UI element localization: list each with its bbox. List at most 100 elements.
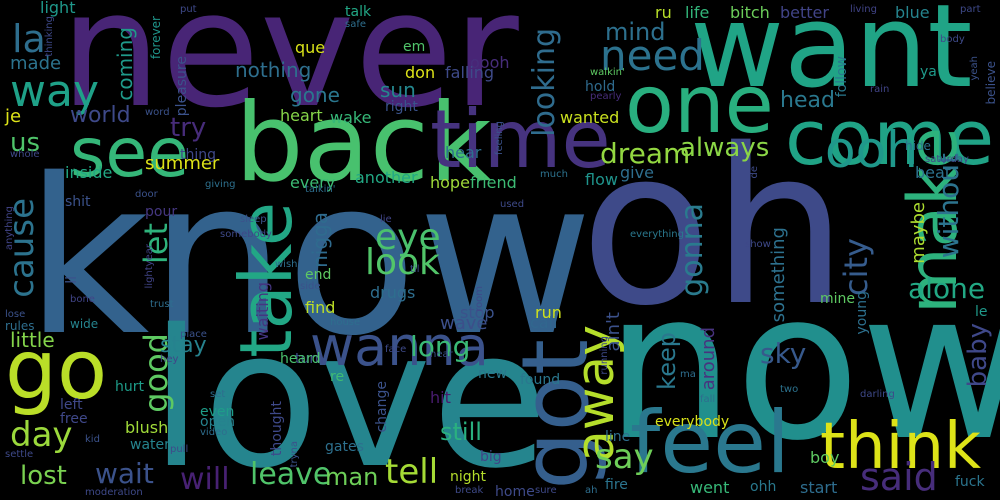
word-every: every [290, 173, 336, 192]
word-run: run [535, 303, 562, 322]
word-room: room [474, 286, 485, 312]
word-alone: alone [908, 272, 986, 305]
word-ah: ah [585, 485, 598, 496]
word-always: always [680, 133, 770, 163]
word-ooh: ooh [825, 121, 918, 179]
word-gates: gates [325, 439, 364, 455]
word-everything: everything [630, 229, 684, 240]
word-somebody: somebody [220, 229, 272, 240]
word-beat: beat [915, 163, 952, 182]
word-que: que [295, 38, 326, 57]
word-trust: trust [150, 299, 174, 310]
word-moderation: moderation [85, 487, 143, 498]
word-heart: heart [280, 106, 323, 125]
word-need: need [600, 31, 705, 80]
word-ll: ll [64, 276, 80, 284]
word-darling: darling [860, 389, 895, 400]
word-set: set [210, 389, 226, 400]
word-line: line [605, 429, 631, 445]
word-day: day [10, 415, 73, 455]
word-now: now [605, 248, 1000, 486]
word-shit: shit [65, 194, 91, 210]
word-call: call [530, 313, 558, 332]
word-follow: follow [834, 56, 850, 98]
word-face: face [385, 344, 407, 355]
word-baby: baby [963, 323, 993, 388]
word-big: big [480, 449, 502, 465]
word-je: je [5, 106, 22, 127]
word-tryna: tryna [289, 441, 300, 468]
word-hit: hit [430, 388, 451, 407]
word-end: end [305, 267, 332, 283]
word-start: start [800, 478, 838, 497]
word-waiting: waiting [253, 282, 272, 341]
word-flow: flow [585, 170, 618, 189]
word-left: left [60, 397, 83, 413]
word-lost: lost [20, 461, 67, 491]
word-summer: summer [145, 153, 220, 174]
word-show: show [745, 239, 771, 250]
word-said: said [860, 455, 938, 499]
word-tell: tell [385, 452, 439, 492]
word-way: way [10, 66, 99, 117]
word-place: place [180, 329, 207, 340]
word-open: open [200, 414, 235, 430]
word-bone: bone [70, 294, 95, 305]
word-water: water [130, 437, 170, 453]
word-le: le [975, 304, 988, 320]
word-wanna: wanna [310, 315, 489, 378]
word-gonna: gonna [675, 203, 710, 297]
word-falling: falling [445, 63, 495, 82]
word-head: head [780, 88, 835, 113]
word-re: re [330, 369, 345, 385]
word-keep: keep [653, 332, 681, 390]
word-us: us [10, 128, 41, 158]
word-blush: blush [125, 418, 169, 437]
word-friend: friend [470, 173, 517, 192]
word-pearly: pearly [590, 91, 622, 102]
word-feeling: feeling [494, 121, 505, 156]
word-never: never [60, 0, 519, 143]
word-whole: whole [10, 149, 40, 160]
word-see: see [70, 114, 190, 193]
word-made: made [10, 53, 62, 74]
word-believe: believe [984, 61, 998, 105]
word-hey: hey [160, 354, 179, 365]
word-hold: hold [585, 79, 616, 95]
word-break: break [455, 485, 484, 496]
word-anything: anything [4, 206, 15, 251]
word-talk: talk [345, 4, 372, 20]
word-everybody: everybody [655, 414, 730, 430]
word-went: went [690, 478, 730, 497]
word-wide: wide [70, 317, 99, 331]
word-will: will [180, 462, 230, 497]
word-running: running [599, 336, 610, 375]
word-giving: giving [205, 179, 236, 190]
word-turn: turn [295, 351, 324, 367]
word-nothing: nothing [235, 58, 312, 82]
word-want: want [690, 0, 973, 114]
word-one: one [625, 58, 774, 151]
word-put: put [180, 4, 197, 15]
word-light: light [40, 0, 76, 17]
word-la: la [12, 17, 46, 61]
word-know: know [25, 132, 594, 383]
word-pour: pour [145, 204, 178, 220]
word-safe: safe [345, 19, 367, 30]
word-drugs: drugs [370, 283, 416, 302]
word-dream: dream [600, 137, 691, 170]
word-body: body [940, 34, 965, 45]
word-thinking: thinking [44, 16, 55, 57]
word-fuck: fuck [955, 474, 985, 490]
word-oooh: oooh [470, 53, 510, 72]
word-sky: sky [760, 337, 807, 370]
word-bitch: bitch [730, 3, 770, 22]
word-eye: eye [375, 217, 441, 258]
word-talkin-: talkin' [305, 184, 336, 195]
word-walkin-: walkin' [590, 67, 625, 78]
word-kid: kid [85, 434, 100, 445]
word-wake: wake [330, 108, 372, 127]
word-side: side [300, 281, 321, 292]
word-coming: coming [113, 27, 137, 101]
